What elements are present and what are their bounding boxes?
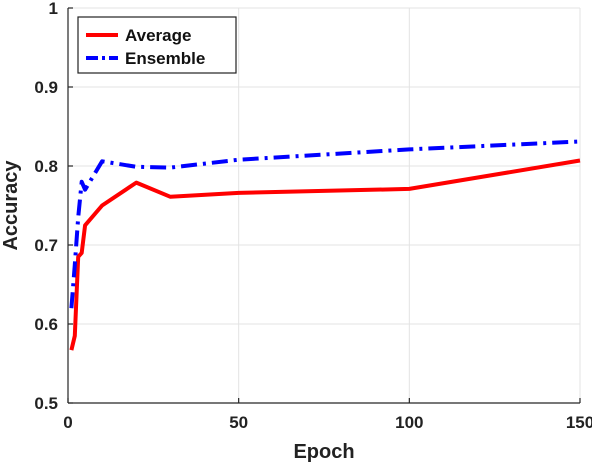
y-tick-label: 0.7 [34, 236, 58, 255]
legend: Average Ensemble [77, 16, 237, 74]
x-tick-label: 150 [566, 413, 592, 432]
axes: 0 50 100 150 0.5 0.6 0.7 0.8 0.9 1 [34, 0, 592, 432]
y-tick-label: 0.8 [34, 157, 58, 176]
legend-label-average: Average [125, 26, 191, 45]
series-lines [69, 139, 581, 351]
legend-box [77, 16, 237, 74]
y-tick-label: 0.6 [34, 315, 58, 334]
y-axis-title: Accuracy [0, 160, 22, 251]
y-tick-label: 0.9 [34, 78, 58, 97]
series-line-ensemble [69, 139, 581, 309]
legend-label-ensemble: Ensemble [125, 49, 205, 68]
series-line-average [69, 158, 581, 351]
y-tick-label: 0.5 [34, 394, 58, 413]
x-tick-label: 0 [63, 413, 72, 432]
y-tick-label: 1 [49, 0, 58, 18]
x-axis-title: Epoch [293, 441, 354, 463]
x-tick-label: 50 [229, 413, 248, 432]
x-tick-label: 100 [395, 413, 423, 432]
